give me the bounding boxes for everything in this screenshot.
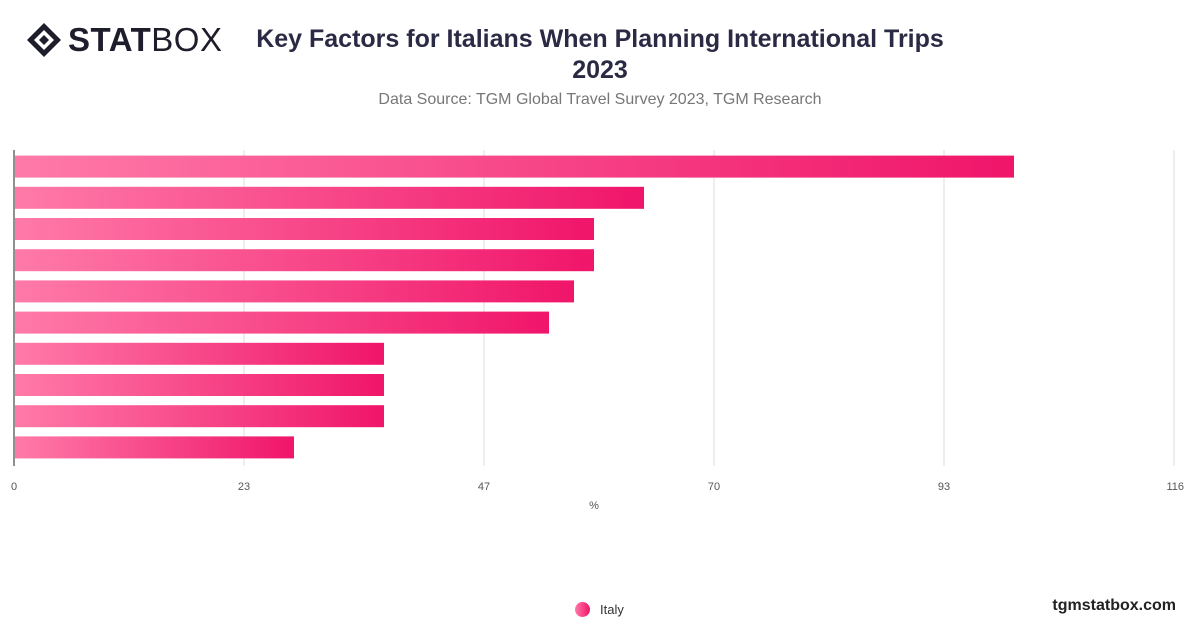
statbox-logo: STATBOX [26,22,222,58]
statbox-diamond-icon [27,23,61,57]
site-url: tgmstatbox.com [1052,597,1176,614]
brand-name: STATBOX [68,22,222,58]
chart-title: Key Factors for Italians When Planning I… [256,25,944,84]
bar[interactable] [15,186,644,209]
bar[interactable] [15,280,574,303]
x-tick-label: 47 [478,481,490,493]
bar[interactable] [15,405,384,428]
x-tick-label: 23 [238,481,250,493]
bar[interactable] [15,218,594,240]
bar[interactable] [15,249,594,272]
brand-bold: STAT [68,21,152,58]
x-tick-label: 116 [1166,481,1184,493]
x-axis-label: % [589,500,599,512]
x-tick-label: 0 [11,481,17,493]
brand-light: BOX [151,21,223,58]
bar[interactable] [15,342,384,365]
bar[interactable] [15,374,384,396]
legend[interactable]: Italy [575,602,624,617]
bar[interactable] [15,311,549,334]
x-tick-label: 93 [938,481,950,493]
legend-label: Italy [600,602,624,617]
bar[interactable] [15,155,1014,178]
chart-subtitle: Data Source: TGM Global Travel Survey 20… [378,91,822,108]
bar[interactable] [15,436,294,459]
bar-chart: 0 23 47 70 93 116 % [11,150,1184,512]
x-tick-label: 70 [708,481,720,493]
legend-marker-icon [575,602,590,617]
